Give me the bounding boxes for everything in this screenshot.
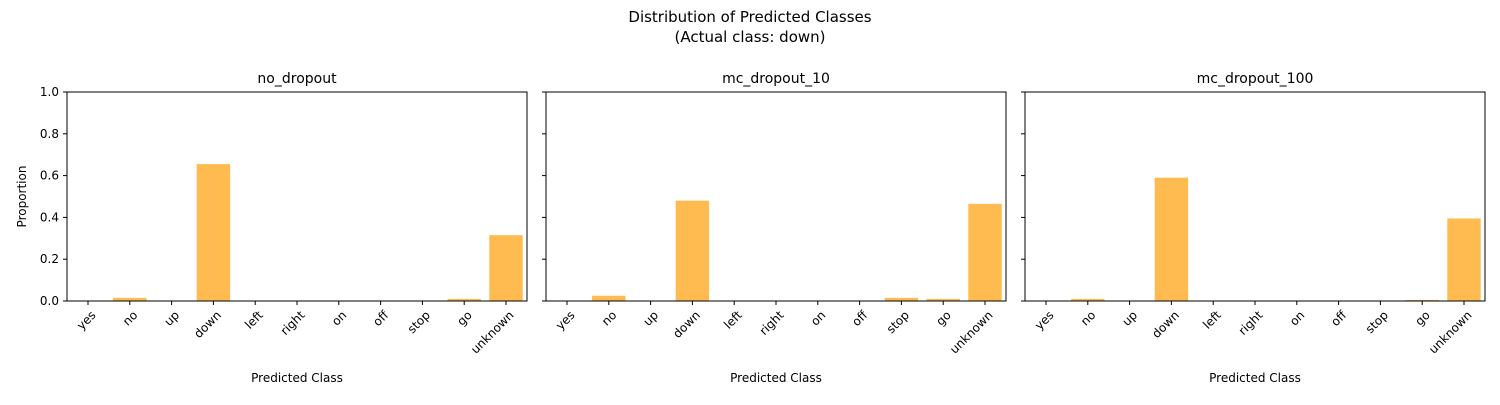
x-tick-label: up [641,308,662,329]
x-tick-label: off [849,308,870,329]
x-tick-label: stop [1363,308,1391,336]
panel-title: mc_dropout_100 [1197,71,1314,87]
x-tick-label: down [191,308,224,341]
x-tick-label: down [1149,308,1182,341]
bar-down [1154,177,1189,301]
bar-go [1405,299,1439,301]
x-tick-label: right [757,308,787,338]
x-tick-label: on [329,308,349,328]
bar-stop [884,297,919,301]
x-axis-label: Predicted Class [251,371,343,385]
x-tick-label: on [808,308,828,328]
axes-frame [1024,91,1486,302]
panel-title: no_dropout [257,71,337,87]
y-tick-label: 0.2 [40,252,59,266]
x-axis-label: Predicted Class [730,371,822,385]
x-tick-label: go [933,308,953,328]
x-tick-label: no [120,308,140,328]
bar-unknown [489,235,523,301]
x-tick-label: left [1200,308,1224,332]
x-tick-label: no [1078,308,1098,328]
x-tick-label: unknown [947,308,995,356]
x-tick-label: right [1236,308,1266,338]
x-tick-label: off [1328,308,1349,329]
x-tick-label: up [1120,308,1141,329]
y-tick-label: 0.4 [40,210,59,224]
panel-title: mc_dropout_10 [722,71,830,87]
bar-go [926,298,960,301]
x-tick-label: yes [1032,308,1057,333]
x-tick-label: left [242,308,266,332]
x-tick-label: stop [884,308,912,336]
y-tick-label: 1.0 [40,85,59,99]
x-tick-label: on [1287,308,1307,328]
x-tick-label: up [162,308,183,329]
bar-no [113,297,147,301]
bar-down [196,164,231,301]
x-tick-label: yes [74,308,99,333]
bar-unknown [1447,218,1481,301]
y-tick-label: 0.8 [40,127,59,141]
x-tick-label: unknown [1426,308,1474,356]
y-tick-label: 0.6 [40,169,59,183]
axes-frame [545,91,1007,302]
y-axis-label: Proportion [15,166,29,228]
x-tick-label: no [599,308,619,328]
figure-title: Distribution of Predicted Classes [628,8,871,26]
y-tick-label: 0.0 [40,294,59,308]
bar-unknown [968,203,1002,301]
x-tick-label: right [278,308,308,338]
x-tick-label: go [1412,308,1432,328]
bar-go [447,298,481,301]
x-tick-label: unknown [468,308,516,356]
x-tick-label: left [721,308,745,332]
x-tick-label: off [370,308,391,329]
bar-no [1071,298,1105,301]
bar-down [675,200,710,301]
x-tick-label: stop [405,308,433,336]
bar-no [592,295,626,301]
x-axis-label: Predicted Class [1209,371,1301,385]
figure-subtitle: (Actual class: down) [675,28,826,46]
axes-frame [66,91,528,302]
x-tick-label: go [454,308,474,328]
x-tick-label: down [670,308,703,341]
x-tick-label: yes [553,308,578,333]
